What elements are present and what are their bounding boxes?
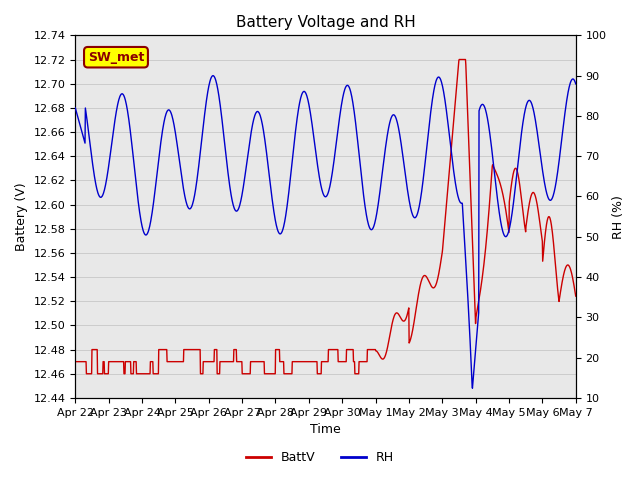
X-axis label: Time: Time (310, 423, 341, 436)
Text: SW_met: SW_met (88, 51, 144, 64)
Legend: BattV, RH: BattV, RH (241, 446, 399, 469)
Y-axis label: Battery (V): Battery (V) (15, 182, 28, 251)
Title: Battery Voltage and RH: Battery Voltage and RH (236, 15, 415, 30)
Y-axis label: RH (%): RH (%) (612, 195, 625, 239)
